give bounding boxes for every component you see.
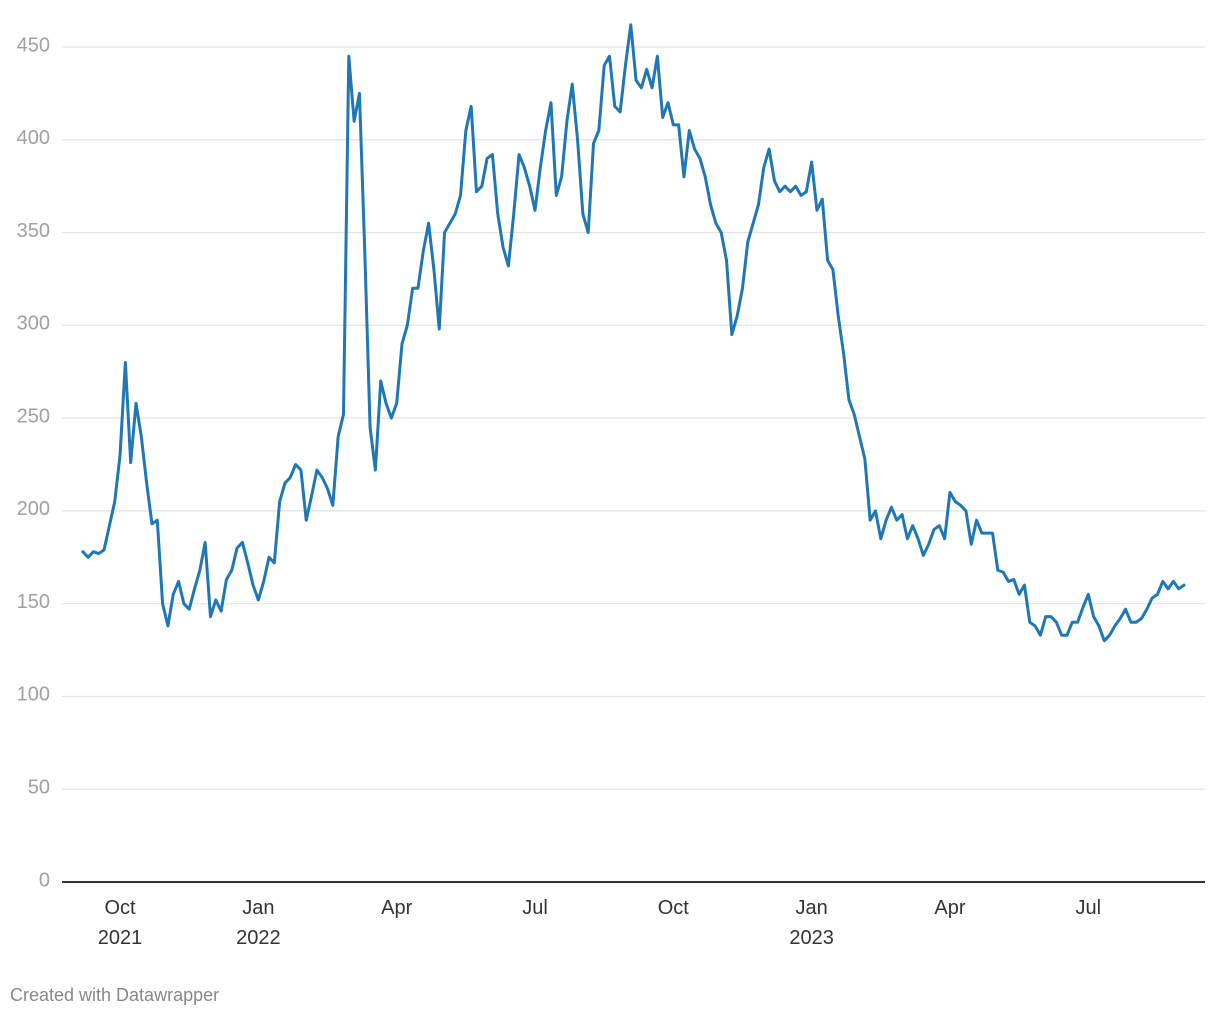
y-tick-label: 450 [17,34,50,56]
x-tick-label: Oct [657,897,689,919]
y-tick-label: 350 [17,220,50,242]
x-tick-label: Jan 2023 [789,897,834,949]
x-tick-label: Apr [934,897,966,919]
x-tick-label: Jan 2022 [236,897,281,949]
credit: Created with Datawrapper [10,985,220,1005]
y-tick-label: 250 [17,405,50,427]
y-tick-label: 50 [28,777,50,799]
x-tick-label: Oct 2021 [97,897,143,949]
y-tick-label: 300 [17,313,50,335]
line [81,23,1186,643]
x-tick-label: Jul [1075,897,1102,919]
x-tick-label: Apr [381,897,413,919]
y-tick-label: 400 [17,127,50,149]
x-tick-label: Jul [522,897,548,919]
y-tick-label: 100 [17,684,50,706]
y-tick-label: 0 [39,869,50,891]
y-tick-label: 200 [17,498,50,520]
y-tick-label: 150 [17,591,50,613]
